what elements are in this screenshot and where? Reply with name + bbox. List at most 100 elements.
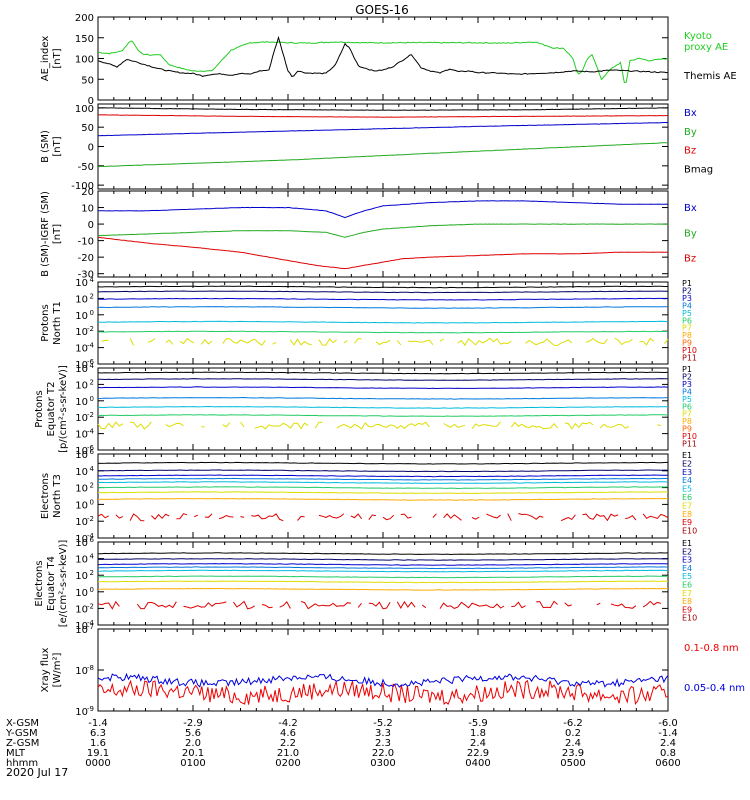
- series-line-e5: [97, 481, 669, 484]
- series-line-e9: [382, 514, 395, 521]
- orbit-row-value: -6.2: [563, 718, 583, 729]
- legend-label: Themis AE: [683, 71, 737, 82]
- series-line-e9: [240, 516, 245, 518]
- orbit-row-label: hhmm: [6, 758, 38, 769]
- legend-label: E4: [682, 564, 692, 573]
- orbit-row-value: 0200: [275, 758, 300, 769]
- y-tick-label: 10: [75, 467, 88, 478]
- legend-label: P2: [682, 372, 692, 381]
- panel-frame: [97, 628, 669, 712]
- y-tick-label: 10: [75, 450, 88, 461]
- orbit-row-value: 0300: [370, 758, 395, 769]
- y-axis-label: B (SM): [40, 130, 51, 163]
- orbit-row-value: -2.9: [183, 718, 203, 729]
- legend-label: P7: [682, 410, 692, 419]
- orbit-row-value: 0500: [560, 758, 585, 769]
- orbit-row-label: Y-GSM: [5, 728, 38, 739]
- orbit-row-value: 4.6: [280, 728, 296, 739]
- legend-label: Bx: [684, 108, 697, 119]
- panel-2: B (SM) [nT] -100 -50 0 50 100 Bx By Bz Bmag: [40, 103, 713, 192]
- legend-label: P8: [682, 417, 692, 426]
- legend-label: E3: [682, 556, 692, 565]
- series-line-e9: [279, 600, 291, 609]
- legend-label: P9: [682, 425, 692, 434]
- y-tick-label: 10: [75, 380, 88, 391]
- y-tick-label: 10: [75, 413, 88, 424]
- y-axis-label: Protons: [40, 304, 51, 341]
- series-line-p7: [165, 422, 184, 428]
- series-line-p7: [314, 421, 323, 429]
- legend-label: P8: [682, 331, 692, 340]
- orbit-row-value: -5.2: [373, 718, 393, 729]
- legend-label: P11: [682, 354, 697, 363]
- legend-label: E8: [682, 510, 692, 519]
- y-tick-exponent: 0: [90, 586, 94, 594]
- orbit-row-value: 3.3: [375, 728, 391, 739]
- y-axis-label: [e/(cm²-s-sr-keV)]: [58, 540, 69, 628]
- series-line-p7: [165, 339, 174, 345]
- series-line-by: [98, 142, 668, 168]
- orbit-row-value: 2.4: [565, 738, 581, 749]
- series-line-p7: [97, 421, 124, 430]
- series-line-e9: [251, 513, 284, 522]
- legend-label: P9: [682, 339, 692, 348]
- legend-label: E2: [682, 459, 692, 468]
- series-line-0-1-0-8-nm: [97, 679, 669, 706]
- y-tick-label: 10: [75, 430, 88, 441]
- series-line-bx: [97, 122, 669, 137]
- orbit-row-value: 1.8: [470, 728, 486, 739]
- series-line-e9: [151, 513, 170, 520]
- panel-3: B (SM)-IGRF (SM) [nT] -30 -20 -10 0 10 20 Bx By Bz: [40, 187, 697, 281]
- series-line-e9: [97, 513, 109, 519]
- series-line-e9: [564, 602, 572, 607]
- y-tick-exponent: 4: [90, 553, 95, 561]
- series-line-e9: [443, 513, 462, 521]
- y-tick-label: 10: [81, 204, 94, 215]
- legend-label: P6: [682, 402, 692, 411]
- y-tick-label: 10: [75, 517, 88, 528]
- series-line-p7: [664, 339, 669, 344]
- y-axis-label: [p/(cm²-s-sr-keV)]: [58, 365, 69, 453]
- y-tick-label: -50: [78, 162, 94, 173]
- legend-label: E9: [682, 518, 692, 527]
- y-tick-label: -20: [78, 253, 94, 264]
- series-line-e9: [194, 514, 198, 518]
- y-tick-label: 10: [75, 360, 88, 371]
- series-line-e9: [432, 513, 437, 518]
- orbit-row-value: 5.6: [185, 728, 201, 739]
- legend-label: E3: [682, 468, 692, 477]
- legend-label: Bx: [684, 203, 697, 214]
- series-line-e5: [97, 569, 669, 573]
- y-tick-label: 0: [88, 143, 94, 154]
- y-tick-exponent: -7: [87, 623, 94, 631]
- y-axis-label: Electrons: [40, 473, 51, 519]
- y-tick-exponent: -4: [87, 428, 95, 436]
- y-tick-exponent: 4: [90, 276, 95, 284]
- series-line-p7: [657, 424, 662, 427]
- y-tick-exponent: -6: [87, 444, 95, 452]
- series-line-e7: [97, 580, 669, 584]
- y-tick-label: -100: [71, 181, 94, 192]
- series-line-e9: [439, 601, 505, 609]
- y-tick-label: -10: [78, 237, 94, 248]
- orbit-row-value: 20.1: [182, 748, 204, 759]
- legend-label: E4: [682, 476, 692, 485]
- y-tick-label: 0: [88, 96, 94, 107]
- series-line-e9: [596, 602, 601, 606]
- legend-label: Kyoto: [684, 31, 712, 42]
- series-line-e9: [176, 513, 188, 520]
- legend-label: E9: [682, 605, 692, 614]
- y-tick-label: 50: [81, 75, 94, 86]
- series-line-p7: [336, 421, 430, 430]
- series-line-p7: [457, 337, 512, 347]
- series-line-p7: [254, 422, 309, 430]
- y-tick-exponent: 4: [90, 362, 95, 370]
- series-line-by: [97, 223, 669, 238]
- series-line-p7: [147, 338, 156, 343]
- y-axis-label: Protons: [34, 390, 45, 427]
- panel-7: Electrons Equator T4 [e/(cm²-s-sr-keV)] 10 6…: [34, 536, 697, 632]
- orbit-row-value: 0.8: [660, 748, 676, 759]
